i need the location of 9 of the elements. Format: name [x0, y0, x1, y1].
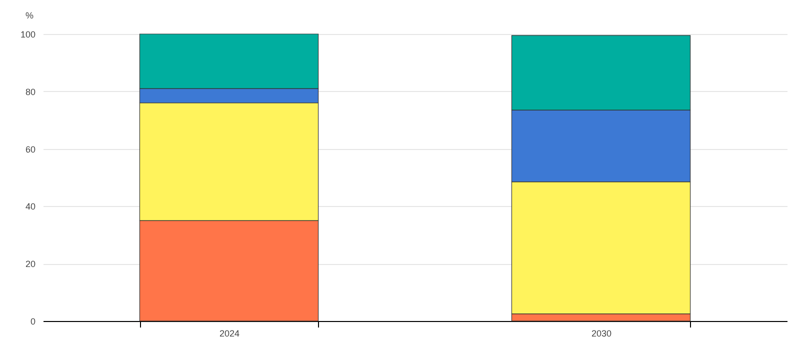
y-tick-label: 0: [30, 316, 36, 326]
x-tick-label: 2030: [591, 328, 612, 338]
y-tick-label: 80: [25, 86, 36, 97]
y-tick-label: 40: [25, 202, 36, 212]
y-axis-title: %: [25, 10, 34, 20]
y-tick-label: 20: [25, 259, 36, 270]
y-tick-label: 60: [25, 144, 36, 154]
x-tick-label: 2024: [219, 328, 240, 338]
y-tick-label: 100: [20, 30, 36, 40]
